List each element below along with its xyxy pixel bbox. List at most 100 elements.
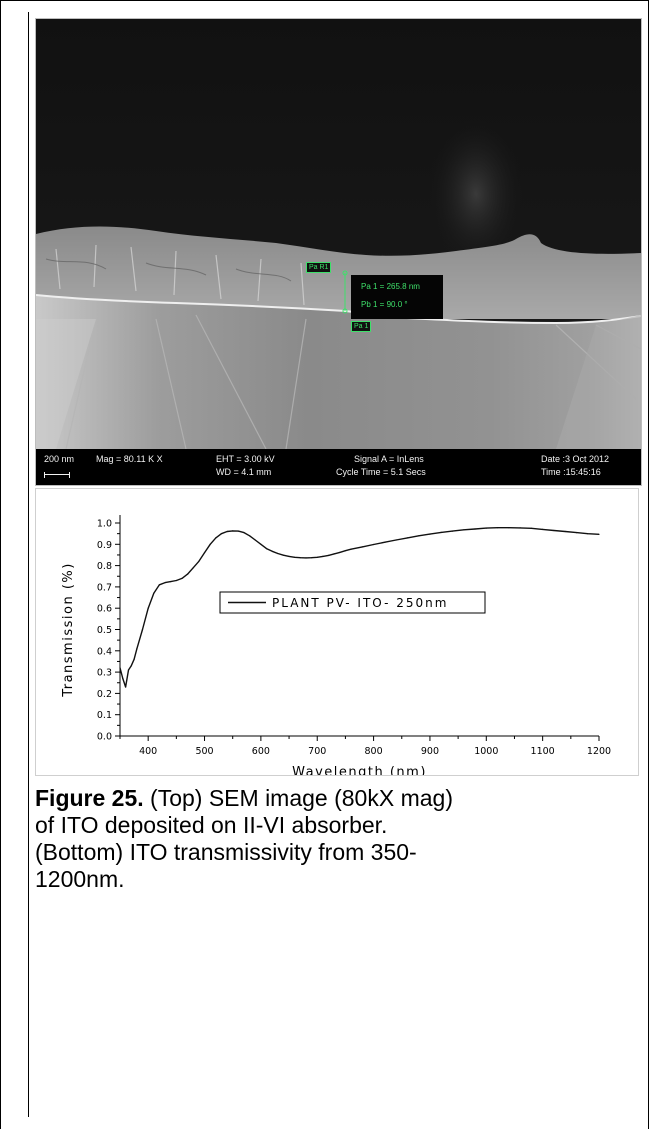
x-tick-label: 700 [308, 746, 326, 757]
transmission-data-point [564, 530, 566, 533]
x-tick-label: 1200 [587, 746, 611, 757]
chart-canvas: 0.0 0.1 0.2 0.3 0.4 0.5 0.6 0.7 0.8 0.9 1.0 400 500 6… [61, 515, 611, 775]
transmission-data-point [418, 535, 420, 537]
transmission-data-point [497, 527, 499, 529]
transmission-data-point [164, 582, 166, 584]
x-tick-label: 1000 [474, 746, 498, 757]
accelerating-voltage: EHT = 3.00 kV [216, 454, 275, 464]
transmission-data-point [122, 677, 124, 680]
transmission-data-point [519, 527, 521, 529]
transmission-data-point [305, 557, 307, 559]
measurement-thickness: Pa 1 = 265.8 nm [361, 282, 420, 291]
caption-line-3: (Bottom) ITO transmissivity from 350- [35, 839, 417, 865]
transmission-data-point [265, 548, 268, 550]
transmission-data-point [277, 552, 279, 555]
transmission-data-point [350, 548, 352, 550]
transmission-data-point [451, 530, 454, 532]
transmission-data-point [553, 529, 555, 532]
transmission-data-point [198, 560, 200, 562]
transmission-data-point [598, 533, 600, 535]
measurement-tag-par: Pa R1 [306, 262, 332, 273]
y-tick-label: 0.7 [97, 582, 112, 593]
transmission-data-point [130, 665, 132, 667]
transmission-data-point [322, 555, 324, 557]
transmission-data-point [344, 550, 346, 552]
x-tick-label: 800 [365, 746, 383, 757]
measurement-tag-pa: Pa 1 [351, 321, 372, 332]
transmission-data-point [440, 531, 442, 533]
transmission-data-point [136, 648, 138, 650]
magnification: Mag = 80.11 K X [96, 454, 163, 464]
transmission-data-point [153, 592, 155, 594]
capture-date: Date :3 Oct 2012 [541, 454, 610, 464]
transmission-data-point [181, 577, 183, 579]
caption-line-4: 1200nm. [35, 866, 125, 892]
transmission-data-point [395, 539, 397, 541]
figure-caption: Figure 25. (Top) SEM image (80kX mag) of… [35, 785, 635, 893]
transmission-data-point [226, 530, 228, 533]
x-axis-label: Wavelength (nm) [292, 765, 427, 775]
caption-text-1: (Top) SEM image (80kX mag) [150, 785, 453, 811]
transmission-data-point [316, 556, 318, 558]
transmission-data-point [384, 541, 386, 543]
transmission-data-point [254, 539, 256, 541]
scale-label: 200 nm [44, 454, 75, 464]
transmission-data-point [463, 529, 465, 531]
y-axis-label: Transmission (%) [61, 562, 76, 698]
y-tick-label: 0.9 [97, 540, 112, 551]
transmission-data-point [141, 628, 144, 631]
transmission-data-point [327, 554, 330, 556]
transmission-data-point [288, 555, 290, 557]
signal-detector: Signal A = InLens [354, 454, 424, 464]
transmission-data-point [232, 530, 234, 532]
transmission-data-point [587, 533, 589, 535]
transmission-data-point [175, 579, 177, 582]
y-tick-label: 0.6 [97, 604, 112, 615]
transmission-data-point [209, 543, 211, 545]
transmission-data-point [187, 573, 189, 575]
transmission-data-point [508, 527, 510, 529]
figure-label: Figure 25. [35, 785, 144, 811]
legend-box [219, 591, 486, 614]
cycle-time: Cycle Time = 5.1 Secs [336, 467, 426, 477]
y-tick-label: 0.5 [97, 625, 112, 636]
transmission-data-point [542, 528, 544, 530]
sem-micrograph-graphic [36, 19, 641, 485]
caption-line-2: of ITO deposited on II-VI absorber. [35, 812, 388, 838]
x-tick-label: 500 [195, 746, 213, 757]
transmission-data-point [237, 530, 239, 532]
transmission-chart: 0.0 0.1 0.2 0.3 0.4 0.5 0.6 0.7 0.8 0.9 1.0 400 500 6… [35, 488, 639, 776]
transmission-data-point [215, 537, 217, 539]
transmission-data-point [485, 527, 487, 529]
transmission-data-point [243, 532, 245, 534]
transmission-data-point [119, 667, 121, 669]
x-tick-label: 1100 [531, 746, 555, 757]
x-tick-label: 400 [139, 746, 157, 757]
y-tick-label: 1.0 [97, 519, 112, 530]
scale-bar [44, 472, 70, 478]
working-distance: WD = 4.1 mm [216, 467, 272, 477]
x-tick-label: 900 [421, 746, 439, 757]
transmission-data-point [125, 686, 127, 688]
transmission-data-point [158, 584, 160, 586]
transmission-data-point [203, 552, 206, 554]
transmission-data-point [333, 553, 335, 555]
transmission-data-point [339, 551, 341, 553]
y-tick-label: 0.3 [97, 668, 112, 679]
transmission-data-point [530, 527, 532, 529]
transmission-data-point [192, 567, 194, 569]
transmission-data-point [127, 669, 130, 671]
transmission-data-point [311, 557, 313, 559]
transmission-data-point [474, 528, 476, 530]
measurement-angle: Pb 1 = 90.0 ° [361, 300, 408, 309]
transmission-data-point [147, 607, 149, 609]
x-tick-label: 600 [252, 746, 270, 757]
capture-time: Time :15:45:16 [541, 467, 601, 477]
transmission-data-point [271, 550, 273, 552]
measurement-readout: Pa 1 = 265.8 nm Pb 1 = 90.0 ° [351, 275, 443, 319]
transmission-data-point [361, 546, 363, 548]
y-tick-label: 0.8 [97, 561, 112, 572]
transmission-data-point [294, 556, 296, 558]
y-tick-label: 0.0 [97, 732, 112, 743]
transmission-data-point [406, 537, 408, 539]
